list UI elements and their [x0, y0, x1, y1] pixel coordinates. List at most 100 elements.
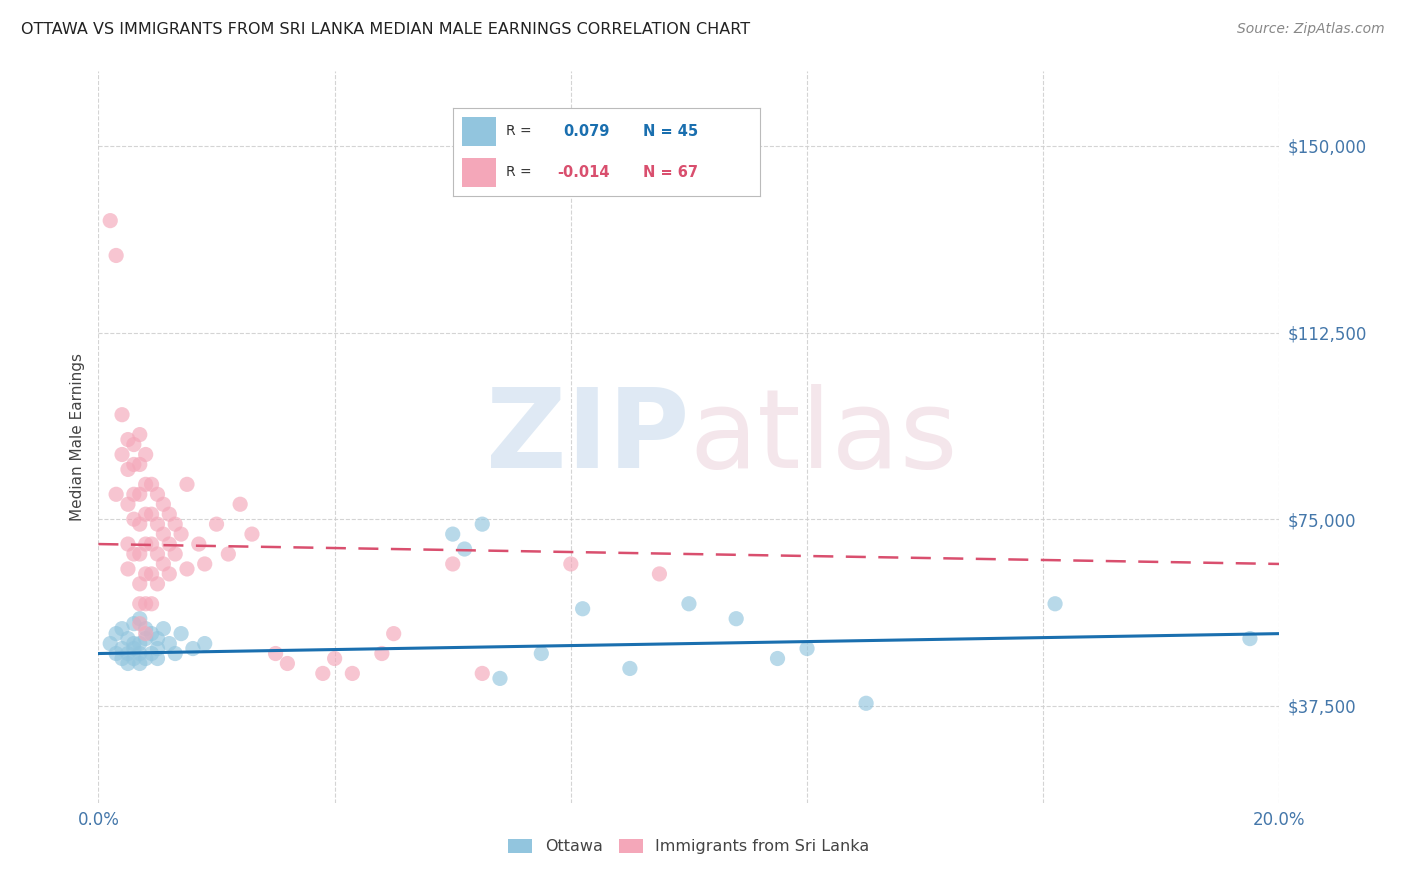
- Point: [240, 527, 263, 541]
- Point: [146, 547, 169, 561]
- Point: [530, 647, 553, 661]
- Point: [111, 622, 134, 636]
- Point: [117, 537, 139, 551]
- Point: [146, 632, 169, 646]
- Point: [146, 487, 169, 501]
- Point: [157, 566, 180, 581]
- Point: [152, 557, 174, 571]
- Point: [122, 641, 145, 656]
- Point: [128, 597, 150, 611]
- Point: [122, 458, 145, 472]
- Point: [98, 636, 121, 650]
- Point: [382, 626, 405, 640]
- Point: [766, 651, 789, 665]
- Point: [122, 487, 145, 501]
- Point: [312, 666, 335, 681]
- Point: [105, 248, 128, 262]
- Point: [146, 577, 169, 591]
- Point: [1043, 597, 1066, 611]
- Point: [135, 477, 157, 491]
- Point: [157, 507, 180, 521]
- Point: [135, 626, 157, 640]
- Point: [648, 566, 671, 581]
- Point: [371, 647, 394, 661]
- Point: [796, 641, 818, 656]
- Point: [152, 497, 174, 511]
- Point: [98, 213, 121, 227]
- Point: [157, 537, 180, 551]
- Point: [141, 507, 163, 521]
- Point: [128, 616, 150, 631]
- Y-axis label: Median Male Earnings: Median Male Earnings: [69, 353, 84, 521]
- Point: [276, 657, 298, 671]
- Point: [128, 647, 150, 661]
- Point: [135, 537, 157, 551]
- Point: [146, 641, 169, 656]
- Point: [170, 626, 193, 640]
- Point: [135, 651, 157, 665]
- Point: [141, 597, 163, 611]
- Point: [141, 647, 163, 661]
- Point: [1239, 632, 1261, 646]
- Point: [135, 507, 157, 521]
- Point: [194, 557, 217, 571]
- Point: [135, 622, 157, 636]
- Point: [165, 547, 187, 561]
- Point: [187, 537, 209, 551]
- Point: [117, 497, 139, 511]
- Point: [453, 542, 475, 557]
- Point: [111, 651, 134, 665]
- Point: [165, 517, 187, 532]
- Point: [128, 577, 150, 591]
- Point: [105, 647, 128, 661]
- Text: ZIP: ZIP: [485, 384, 689, 491]
- Point: [217, 547, 239, 561]
- Point: [111, 641, 134, 656]
- Point: [122, 636, 145, 650]
- Point: [122, 437, 145, 451]
- Point: [264, 647, 287, 661]
- Point: [152, 622, 174, 636]
- Point: [111, 408, 134, 422]
- Point: [489, 672, 512, 686]
- Point: [176, 477, 198, 491]
- Point: [560, 557, 582, 571]
- Point: [122, 616, 145, 631]
- Point: [128, 427, 150, 442]
- Point: [146, 651, 169, 665]
- Point: [135, 566, 157, 581]
- Text: Source: ZipAtlas.com: Source: ZipAtlas.com: [1237, 22, 1385, 37]
- Point: [135, 597, 157, 611]
- Point: [471, 517, 494, 532]
- Point: [128, 487, 150, 501]
- Point: [122, 651, 145, 665]
- Point: [117, 562, 139, 576]
- Point: [128, 517, 150, 532]
- Point: [165, 647, 187, 661]
- Point: [141, 537, 163, 551]
- Point: [117, 647, 139, 661]
- Legend: Ottawa, Immigrants from Sri Lanka: Ottawa, Immigrants from Sri Lanka: [502, 832, 876, 861]
- Point: [152, 527, 174, 541]
- Point: [111, 448, 134, 462]
- Point: [855, 696, 877, 710]
- Point: [105, 626, 128, 640]
- Point: [128, 547, 150, 561]
- Point: [141, 566, 163, 581]
- Point: [323, 651, 346, 665]
- Point: [141, 626, 163, 640]
- Point: [725, 612, 748, 626]
- Point: [441, 527, 464, 541]
- Point: [194, 636, 217, 650]
- Point: [117, 433, 139, 447]
- Point: [170, 527, 193, 541]
- Point: [441, 557, 464, 571]
- Point: [135, 448, 157, 462]
- Point: [181, 641, 204, 656]
- Text: atlas: atlas: [689, 384, 957, 491]
- Point: [229, 497, 252, 511]
- Point: [117, 632, 139, 646]
- Point: [471, 666, 494, 681]
- Point: [117, 462, 139, 476]
- Point: [128, 612, 150, 626]
